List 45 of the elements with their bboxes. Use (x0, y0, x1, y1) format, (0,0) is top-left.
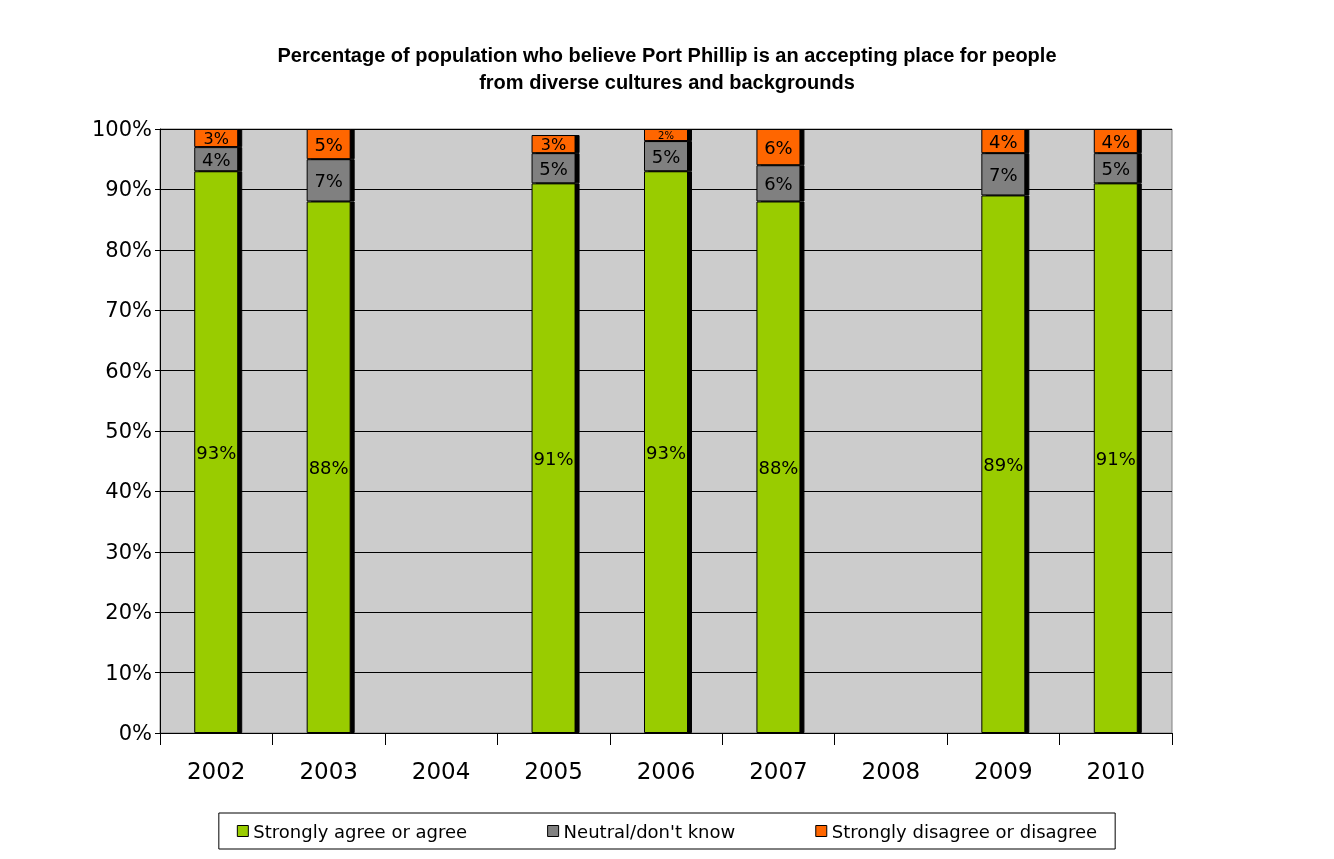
y-tick-label: 90% (105, 177, 152, 202)
y-tick-label: 30% (105, 539, 152, 564)
data-label: 5% (651, 145, 681, 167)
y-tick-label: 80% (105, 237, 152, 262)
data-label: 93% (645, 441, 687, 463)
data-label: 3% (203, 128, 229, 148)
y-tick-label: 10% (105, 660, 152, 685)
y-tick-label: 20% (105, 600, 152, 625)
x-tick-label: 2005 (524, 757, 583, 784)
data-label: 4% (989, 130, 1018, 152)
data-label: 7% (314, 169, 343, 191)
x-tick-label: 2002 (186, 757, 246, 784)
data-label: 93% (196, 441, 237, 463)
x-tick-label: 2009 (974, 757, 1033, 784)
data-label: 4% (201, 148, 231, 170)
data-label: 6% (764, 136, 793, 158)
data-label: 4% (1101, 130, 1131, 152)
y-tick-label: 40% (105, 479, 152, 504)
data-label: 5% (314, 133, 343, 155)
data-label: 5% (539, 157, 568, 179)
x-tick-label: 2008 (861, 757, 921, 784)
data-label: 88% (308, 456, 349, 478)
data-label: 5% (1101, 157, 1131, 179)
y-tick-label: 70% (105, 298, 152, 323)
data-label: 6% (764, 172, 793, 194)
legend-label: Strongly disagree or disagree (831, 820, 1098, 842)
x-tick-label: 2003 (299, 757, 358, 784)
data-label: 7% (989, 163, 1018, 185)
y-tick-label: 100% (91, 117, 152, 141)
data-label: 2% (658, 129, 674, 141)
data-label: 88% (758, 456, 799, 478)
y-tick-label: 60% (105, 358, 152, 383)
x-tick-label: 2010 (1086, 757, 1146, 784)
data-label: 91% (533, 447, 574, 469)
x-tick-label: 2004 (411, 757, 471, 784)
y-tick-label: 0% (118, 721, 152, 745)
data-label: 89% (983, 453, 1024, 475)
data-label: 91% (1095, 447, 1136, 469)
legend-label: Strongly agree or agree (253, 820, 468, 842)
x-tick-label: 2006 (636, 757, 696, 784)
x-tick-label: 2007 (749, 757, 808, 784)
y-tick-label: 50% (105, 419, 152, 443)
chart-title: Percentage of population who believe Port Phillip is an accepting place for people from diverse cultures and backgrounds (277, 43, 1057, 93)
data-label: 3% (540, 134, 567, 154)
legend-label: Neutral/don't know (563, 820, 736, 842)
